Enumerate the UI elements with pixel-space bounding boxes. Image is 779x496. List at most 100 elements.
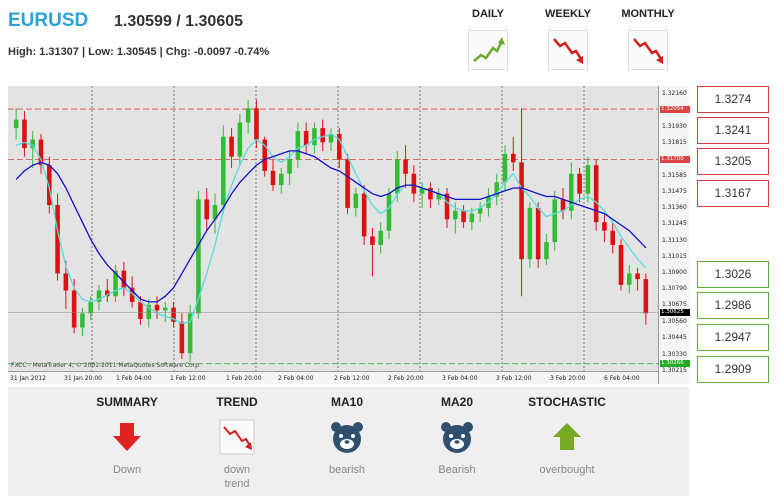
candle-body: [47, 165, 52, 206]
plot-area[interactable]: FXCC - MetaTrader 4, © 2001-2011 MetaQuo…: [8, 86, 658, 371]
time-tick-label: 2 Feb 04:00: [278, 375, 314, 382]
time-tick-label: 2 Feb 20:00: [388, 375, 424, 382]
arrow-down-icon: [109, 419, 145, 455]
trend-signal: TREND down trend: [182, 395, 292, 491]
signal-value: overbought: [539, 464, 595, 476]
time-tick-label: 31 Jan 20:00: [64, 375, 102, 382]
candle-body: [378, 230, 383, 245]
stochastic-signal: STOCHASTIC overbought: [512, 395, 622, 477]
candle-body: [602, 222, 607, 231]
candle-body: [552, 199, 557, 243]
timeframe-daily[interactable]: DAILY: [448, 8, 528, 70]
candle-body: [146, 304, 151, 320]
candle-body: [270, 170, 276, 186]
price-tick-label: 1.30675: [662, 301, 687, 309]
price-tick-label: 1.31815: [662, 139, 687, 147]
candle-body: [63, 273, 69, 291]
candle-body: [254, 108, 259, 140]
candle-body: [96, 290, 102, 302]
candle-body: [187, 313, 193, 354]
summary-signal: SUMMARY Down: [72, 395, 182, 477]
candle-body: [88, 301, 93, 314]
candle-body: [163, 307, 168, 311]
candle-body: [411, 173, 417, 194]
signal-heading: TREND: [216, 395, 258, 409]
candle-body: [179, 321, 185, 354]
candle-body: [436, 193, 441, 200]
time-axis: 31 Jan 2012 31 Jan 20:00 1 Feb 04:00 1 Feb …: [8, 371, 658, 384]
candle-body: [511, 153, 516, 163]
ma20-line: [15, 150, 647, 303]
chart-copyright: FXCC - MetaTrader 4, © 2001-2011 MetaQuo…: [11, 362, 201, 369]
candle-body: [55, 205, 60, 274]
candle-body: [494, 182, 499, 197]
candle-body: [444, 193, 450, 220]
candle-body: [610, 230, 615, 245]
support-level: 1.2986: [697, 292, 769, 319]
bear-icon: [439, 419, 475, 455]
signal-value: Bearish: [438, 464, 476, 476]
price-tick-label: 1.30266: [660, 360, 690, 368]
candle-body: [171, 307, 176, 322]
candle-body: [13, 119, 19, 129]
candle-body: [453, 210, 458, 220]
price-tick-label: 1.30215: [662, 367, 687, 374]
candle-body: [585, 165, 591, 194]
candle-body: [196, 199, 201, 314]
candle-body: [328, 133, 334, 143]
candle-body: [386, 193, 392, 231]
candle-body: [80, 313, 85, 328]
support-level: 1.3026: [697, 261, 769, 288]
price-tick-label: 1.30790: [662, 285, 687, 293]
symbol-title: EURUSD: [8, 10, 89, 31]
candle-body: [560, 199, 566, 211]
price-tick-label: 1.30625: [660, 309, 690, 317]
candle-body: [469, 213, 475, 223]
time-tick-label: 1 Feb 12:00: [170, 375, 206, 382]
time-tick-label: 1 Feb 04:00: [116, 375, 152, 382]
ma10-signal: MA10 bearish: [292, 395, 402, 477]
signal-heading: SUMMARY: [96, 395, 158, 409]
price-tick-label: 1.32160: [662, 89, 687, 97]
signal-value: Down: [112, 464, 142, 476]
price-chart[interactable]: FXCC - MetaTrader 4, © 2001-2011 MetaQuo…: [8, 86, 690, 384]
candle-body: [262, 139, 267, 171]
price-axis: 1.32160 1.32054 1.31930 1.31815 1.31700 1.315…: [658, 86, 690, 384]
candle-body: [38, 139, 44, 166]
time-tick-label: 3 Feb 04:00: [442, 375, 478, 382]
timeframe-label: WEEKLY: [544, 8, 592, 20]
candle-body: [320, 128, 325, 143]
price-tick-label: 1.31475: [662, 187, 687, 195]
candle-body: [618, 244, 624, 285]
price-tick-label: 1.31930: [662, 122, 687, 130]
price-tick-label: 1.31015: [662, 253, 687, 261]
candle-body: [461, 210, 466, 223]
candle-body: [527, 207, 533, 260]
trend-up-icon: [468, 30, 508, 70]
candle-body: [643, 279, 649, 314]
price-tick-label: 1.30330: [662, 350, 687, 358]
candle-body: [121, 270, 127, 288]
candle-body: [569, 173, 574, 211]
candle-body: [154, 304, 160, 311]
candle-body: [303, 131, 309, 146]
candle-body: [71, 290, 77, 328]
candle-body: [212, 205, 218, 220]
candle-body: [627, 273, 632, 285]
timeframe-weekly[interactable]: WEEKLY: [528, 8, 608, 70]
signal-value: bearish: [328, 464, 366, 476]
candle-body: [345, 159, 350, 208]
ma20-signal: MA20 Bearish: [402, 395, 512, 477]
candle-body: [138, 301, 143, 320]
candle-body: [577, 173, 582, 194]
candle-body: [287, 159, 292, 174]
bid-ask-quote: 1.30599 / 1.30605: [114, 13, 244, 30]
price-tick-label: 1.30900: [662, 269, 687, 277]
candle-body: [229, 136, 234, 157]
timeframe-label: DAILY: [472, 8, 504, 20]
time-tick-label: 2 Feb 12:00: [334, 375, 370, 382]
signal-summary: SUMMARY Down TREND down trend MA10 beari…: [8, 387, 689, 496]
candle-body: [361, 193, 367, 237]
price-tick-label: 1.31585: [662, 171, 687, 179]
timeframe-monthly[interactable]: MONTHLY: [608, 8, 688, 70]
